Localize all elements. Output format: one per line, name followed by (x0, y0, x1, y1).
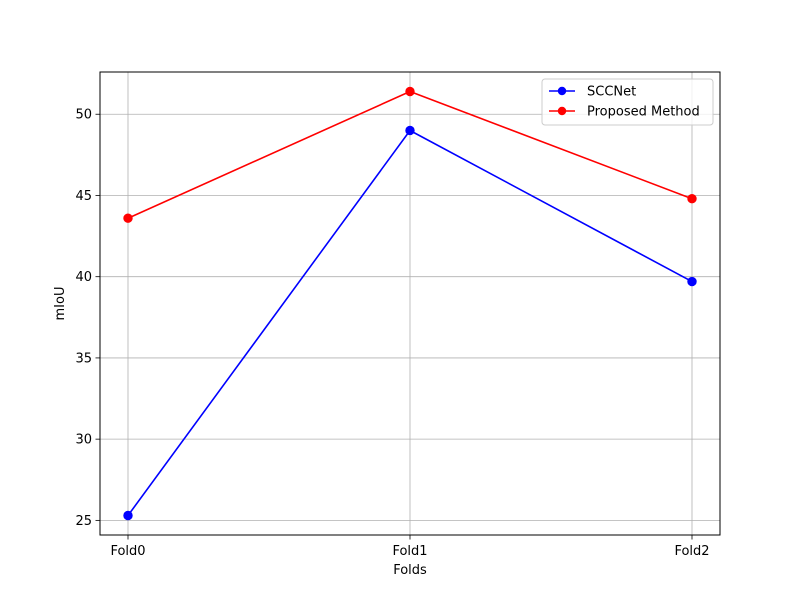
legend: SCCNet Proposed Method (541, 78, 714, 126)
y-tick-label: 45 (75, 189, 92, 204)
y-axis-ticks: 25 30 35 40 45 50 (75, 108, 100, 529)
x-tick-label: Fold1 (392, 544, 427, 559)
legend-label: SCCNet (587, 85, 636, 100)
data-point (123, 510, 133, 521)
y-tick-label: 50 (75, 108, 92, 123)
data-point (123, 213, 133, 223)
x-axis-label: Folds (393, 563, 427, 578)
data-point (687, 194, 697, 204)
x-tick-label: Fold2 (674, 544, 709, 559)
y-tick-label: 25 (75, 514, 92, 529)
legend-marker (557, 86, 567, 96)
legend-label: Proposed Method (587, 105, 700, 120)
data-point (405, 86, 415, 97)
legend-frame (541, 78, 714, 126)
data-point (687, 276, 697, 287)
series-layer (123, 86, 697, 521)
y-tick-label: 30 (75, 433, 92, 448)
legend-marker (557, 106, 567, 116)
y-tick-label: 40 (75, 270, 92, 285)
data-point (405, 125, 415, 136)
x-tick-label: Fold0 (110, 544, 145, 559)
x-axis-ticks: Fold0 Fold1 Fold2 (110, 535, 710, 559)
y-tick-label: 35 (75, 351, 92, 366)
y-axis-label: mIoU (53, 287, 68, 321)
